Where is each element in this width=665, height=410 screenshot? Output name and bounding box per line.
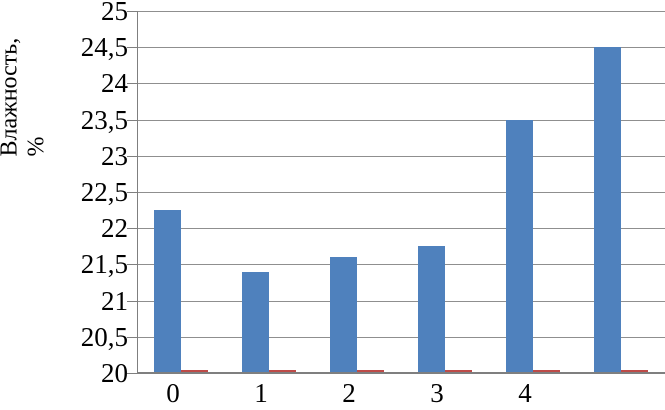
y-tick-label: 24 xyxy=(101,68,128,98)
gridline xyxy=(137,337,665,338)
bar-red xyxy=(445,370,472,373)
bar-pair xyxy=(594,47,648,373)
bar-red xyxy=(181,370,208,373)
x-tick-label: 1 xyxy=(254,378,268,408)
y-axis-tick xyxy=(127,228,137,229)
x-tick-label: 4 xyxy=(518,378,532,408)
y-axis-tick xyxy=(127,373,137,374)
y-tick-label: 20 xyxy=(101,358,128,388)
y-axis-line xyxy=(137,11,138,374)
gridline xyxy=(137,228,665,229)
bar-red xyxy=(269,370,296,373)
gridline xyxy=(137,156,665,157)
y-axis-tick xyxy=(127,120,137,121)
bar-blue xyxy=(242,272,269,373)
bar-series xyxy=(137,11,665,373)
y-tick-label: 23 xyxy=(101,141,128,171)
y-axis-tick xyxy=(127,156,137,157)
y-axis-tick xyxy=(127,337,137,338)
y-axis-tick xyxy=(127,264,137,265)
x-tick-label: 2 xyxy=(342,378,356,408)
y-tick-label: 25 xyxy=(101,0,128,26)
category-slot xyxy=(577,11,665,373)
bar-blue xyxy=(154,210,181,373)
y-tick-label: 21 xyxy=(101,286,128,316)
category-slot xyxy=(489,11,577,373)
gridline xyxy=(137,11,665,12)
category-slot xyxy=(225,11,313,373)
y-axis-tick xyxy=(127,47,137,48)
bar-blue xyxy=(330,257,357,373)
bar-red xyxy=(533,370,560,373)
bar-pair xyxy=(506,120,560,373)
y-axis-title-line1: Влажность, xyxy=(0,37,23,157)
category-slot xyxy=(137,11,225,373)
gridline xyxy=(137,120,665,121)
x-axis-tick-labels: 0 1 2 3 4 xyxy=(137,378,665,408)
gridline xyxy=(137,264,665,265)
x-axis-line xyxy=(137,372,665,374)
y-tick-label: 23,5 xyxy=(80,105,128,135)
gridline xyxy=(137,47,665,48)
y-tick-label: 21,5 xyxy=(80,249,128,279)
y-axis-tick xyxy=(127,192,137,193)
gridline xyxy=(137,83,665,84)
y-axis-tick xyxy=(127,83,137,84)
y-axis-tick xyxy=(127,301,137,302)
gridline xyxy=(137,301,665,302)
y-tick-label: 22,5 xyxy=(80,177,128,207)
x-tick-label xyxy=(569,378,657,408)
bar-blue xyxy=(418,246,445,373)
y-tick-label: 20,5 xyxy=(80,322,128,352)
category-slot xyxy=(313,11,401,373)
bar-red xyxy=(621,370,648,373)
y-tick-label: 24,5 xyxy=(80,32,128,62)
bar-blue xyxy=(506,120,533,373)
bar-blue xyxy=(594,47,621,373)
bar-pair xyxy=(154,210,208,373)
gridline xyxy=(137,192,665,193)
bar-pair xyxy=(418,246,472,373)
category-slot xyxy=(401,11,489,373)
y-axis-tick xyxy=(127,11,137,12)
y-axis-tick-labels: 25 24,5 24 23,5 23 22,5 22 21,5 21 20,5 20 xyxy=(30,0,128,410)
plot-area xyxy=(127,11,665,374)
x-tick-label: 3 xyxy=(430,378,444,408)
bar-red xyxy=(357,370,384,373)
bar-pair xyxy=(330,257,384,373)
y-tick-label: 22 xyxy=(101,213,128,243)
bar-pair xyxy=(242,272,296,373)
x-tick-label: 0 xyxy=(166,378,180,408)
